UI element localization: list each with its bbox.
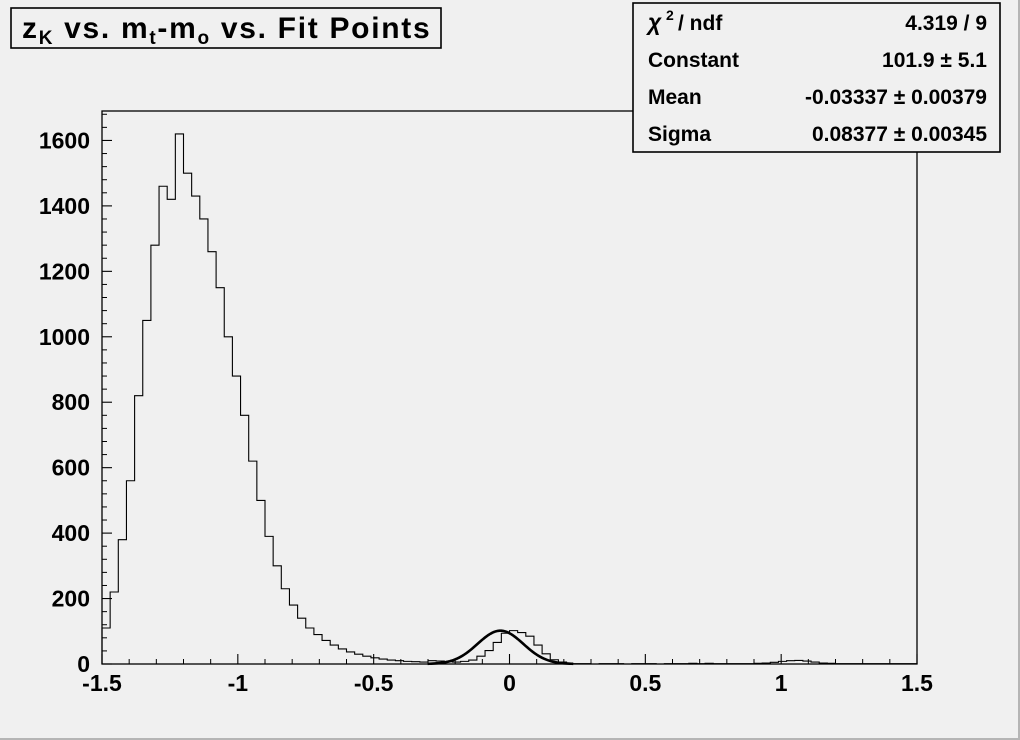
svg-text:1000: 1000 (39, 324, 90, 350)
svg-text:600: 600 (52, 455, 90, 481)
svg-text:zK vs. mt-mo vs. Fit Points: zK vs. mt-mo vs. Fit Points (22, 12, 431, 49)
svg-text:1400: 1400 (39, 193, 90, 219)
svg-text:-1: -1 (228, 670, 249, 696)
svg-text:1200: 1200 (39, 258, 90, 284)
svg-text:Mean: Mean (648, 86, 702, 109)
svg-text:0: 0 (77, 651, 90, 677)
svg-text:2: 2 (666, 7, 674, 23)
svg-text:400: 400 (52, 520, 90, 546)
svg-text:101.9 ± 5.1: 101.9 ± 5.1 (882, 49, 987, 72)
svg-text:0.08377 ± 0.00345: 0.08377 ± 0.00345 (812, 123, 987, 146)
svg-text:1: 1 (775, 670, 788, 696)
svg-text:0: 0 (503, 670, 516, 696)
svg-text:/ ndf: / ndf (678, 12, 723, 35)
svg-text:-0.03337 ± 0.00379: -0.03337 ± 0.00379 (805, 86, 987, 109)
svg-text:800: 800 (52, 389, 90, 415)
svg-text:Constant: Constant (648, 49, 739, 72)
svg-text:0.5: 0.5 (629, 670, 661, 696)
svg-text:χ: χ (645, 9, 662, 35)
svg-text:Sigma: Sigma (648, 123, 711, 146)
svg-text:1.5: 1.5 (901, 670, 933, 696)
svg-text:1600: 1600 (39, 127, 90, 153)
svg-text:4.319 / 9: 4.319 / 9 (905, 12, 987, 35)
svg-text:-0.5: -0.5 (354, 670, 394, 696)
svg-text:200: 200 (52, 586, 90, 612)
